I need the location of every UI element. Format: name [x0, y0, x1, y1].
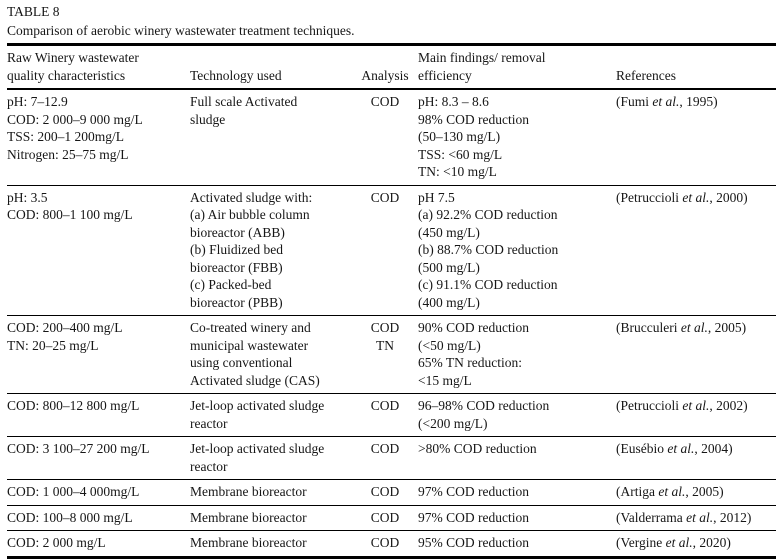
cell-analysis: COD TN	[356, 315, 418, 394]
column-header-characteristics: Raw Winery wastewater quality characteri…	[7, 44, 190, 90]
cell-characteristics: COD: 200–400 mg/L TN: 20–25 mg/L	[7, 315, 190, 394]
table-row: COD: 1 000–4 000mg/L Membrane bioreactor…	[7, 479, 776, 506]
column-header-findings: Main findings/ removal efficiency	[418, 44, 616, 90]
cell-reference: (Petruccioli et al., 2000)	[616, 185, 776, 316]
table-label: TABLE 8	[7, 4, 60, 19]
cell-analysis: COD	[356, 436, 418, 480]
cell-technology: Jet-loop activated sludge reactor	[190, 436, 356, 480]
cell-technology: Co-treated winery and municipal wastewat…	[190, 315, 356, 394]
cell-characteristics: COD: 1 000–4 000mg/L	[7, 479, 190, 506]
cell-findings: pH 7.5 (a) 92.2% COD reduction (450 mg/L…	[418, 185, 616, 316]
cell-characteristics: COD: 100–8 000 mg/L	[7, 505, 190, 531]
reference-et-al: et al.	[667, 441, 695, 456]
cell-findings: 97% COD reduction	[418, 479, 616, 506]
cell-analysis: COD	[356, 505, 418, 531]
cell-technology: Membrane bioreactor	[190, 479, 356, 506]
column-header-analysis: Analysis	[356, 44, 418, 90]
reference-year: , 2005)	[707, 320, 747, 335]
cell-findings: pH: 8.3 – 8.6 98% COD reduction (50–130 …	[418, 89, 616, 186]
cell-reference: (Vergine et al., 2020)	[616, 531, 776, 558]
reference-year: , 2005)	[685, 484, 724, 499]
cell-findings: 97% COD reduction	[418, 505, 616, 531]
reference-text: (Petruccioli	[616, 398, 683, 413]
reference-year: , 2020)	[692, 535, 731, 550]
reference-text: (Fumi	[616, 94, 653, 109]
cell-reference: (Valderrama et al., 2012)	[616, 505, 776, 531]
cell-findings: 95% COD reduction	[418, 535, 529, 550]
cell-reference: (Artiga et al., 2005)	[616, 479, 776, 506]
table-row: COD: 100–8 000 mg/L Membrane bioreactor …	[7, 505, 776, 531]
cell-analysis: COD	[370, 535, 400, 550]
cell-analysis: COD	[356, 185, 418, 316]
reference-et-al: et al.	[680, 320, 708, 335]
cell-findings: 96–98% COD reduction (<200 mg/L)	[418, 393, 616, 437]
reference-et-al: et al.	[658, 484, 686, 499]
cell-findings: >80% COD reduction	[418, 436, 616, 480]
cell-characteristics: pH: 3.5 COD: 800–1 100 mg/L	[7, 185, 190, 316]
table-row: pH: 7–12.9 COD: 2 000–9 000 mg/L TSS: 20…	[7, 89, 776, 186]
table-row: COD: 2 000 mg/L Membrane bioreactor COD …	[7, 531, 776, 558]
cell-technology: Activated sludge with: (a) Air bubble co…	[190, 185, 356, 316]
cell-reference: (Eusébio et al., 2004)	[616, 436, 776, 480]
header-row: Raw Winery wastewater quality characteri…	[7, 44, 776, 90]
cell-analysis: COD	[356, 479, 418, 506]
reference-et-al: et al.	[652, 94, 680, 109]
cell-findings: 90% COD reduction (<50 mg/L) 65% TN redu…	[418, 315, 616, 394]
reference-year: , 2002)	[709, 398, 748, 413]
reference-text: (Brucculeri	[616, 320, 681, 335]
reference-et-al: et al.	[686, 509, 714, 525]
table-body: pH: 7–12.9 COD: 2 000–9 000 mg/L TSS: 20…	[7, 89, 776, 557]
table-row: COD: 200–400 mg/L TN: 20–25 mg/L Co-trea…	[7, 315, 776, 394]
reference-et-al: et al.	[665, 535, 693, 550]
cell-analysis: COD	[356, 89, 418, 186]
reference-et-al: et al.	[682, 398, 710, 413]
cell-technology: Jet-loop activated sludge reactor	[190, 393, 356, 437]
reference-year: , 1995)	[679, 94, 718, 109]
cell-characteristics: pH: 7–12.9 COD: 2 000–9 000 mg/L TSS: 20…	[7, 89, 190, 186]
reference-et-al: et al.	[682, 189, 710, 205]
cell-characteristics: COD: 3 100–27 200 mg/L	[7, 436, 190, 480]
comparison-table: Raw Winery wastewater quality characteri…	[7, 43, 776, 559]
table-header: Raw Winery wastewater quality characteri…	[7, 44, 776, 90]
cell-analysis: COD	[356, 393, 418, 437]
cell-characteristics: COD: 2 000 mg/L	[7, 535, 106, 550]
column-header-technology: Technology used	[190, 44, 356, 90]
cell-characteristics: COD: 800–12 800 mg/L	[7, 393, 190, 437]
cell-technology: Membrane bioreactor	[190, 535, 307, 550]
cell-reference: (Fumi et al., 1995)	[616, 89, 776, 186]
cell-reference: (Brucculeri et al., 2005)	[616, 315, 776, 394]
reference-text: (Artiga	[616, 484, 659, 499]
reference-text: (Petruccioli	[616, 189, 683, 205]
reference-year: , 2000)	[709, 189, 748, 205]
table-row: COD: 800–12 800 mg/L Jet-loop activated …	[7, 393, 776, 437]
reference-text: (Valderrama	[616, 509, 687, 525]
table-row: COD: 3 100–27 200 mg/L Jet-loop activate…	[7, 436, 776, 480]
cell-technology: Membrane bioreactor	[190, 505, 356, 531]
reference-text: (Vergine	[616, 535, 666, 550]
reference-text: (Eusébio	[616, 441, 668, 456]
table-row: pH: 3.5 COD: 800–1 100 mg/L Activated sl…	[7, 185, 776, 316]
reference-year: , 2004)	[694, 441, 733, 456]
table-caption: Comparison of aerobic winery wastewater …	[7, 22, 355, 38]
cell-reference: (Petruccioli et al., 2002)	[616, 393, 776, 437]
column-header-references: References	[616, 44, 776, 90]
reference-year: , 2012)	[713, 509, 752, 525]
cell-technology: Full scale Activated sludge	[190, 89, 356, 186]
